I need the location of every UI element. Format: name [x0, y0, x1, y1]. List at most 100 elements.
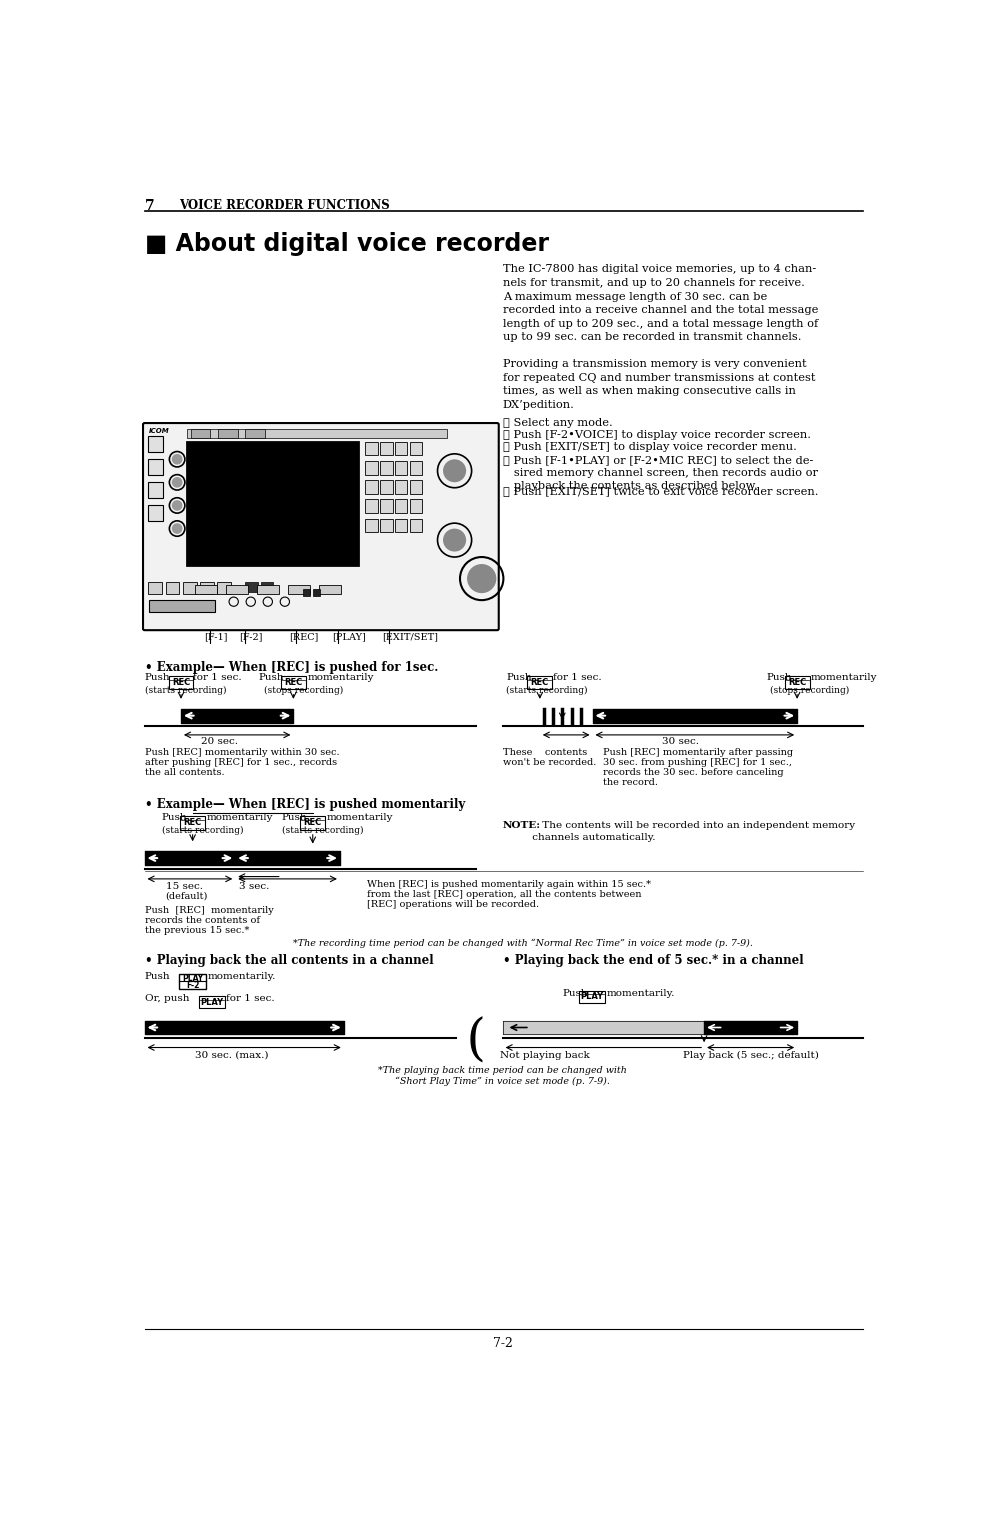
Bar: [260, 583, 273, 592]
Text: Push: Push: [161, 813, 187, 822]
Text: (starts recording): (starts recording): [506, 686, 588, 695]
Bar: [380, 519, 392, 532]
Text: VOICE RECORDER FUNCTIONS: VOICE RECORDER FUNCTIONS: [179, 199, 389, 212]
FancyBboxPatch shape: [199, 997, 225, 1009]
Text: (stops recording): (stops recording): [770, 686, 849, 695]
Bar: [410, 461, 422, 475]
Text: 7-2: 7-2: [493, 1336, 513, 1350]
Text: • Playing back the all contents in a channel: • Playing back the all contents in a cha…: [145, 954, 434, 966]
Text: (starts recording): (starts recording): [282, 825, 364, 834]
Text: Push: Push: [506, 674, 532, 683]
Bar: [147, 460, 163, 475]
Bar: [180, 974, 205, 989]
Text: • Example— When [REC] is pushed momentarily: • Example— When [REC] is pushed momentar…: [145, 798, 465, 812]
Text: *The recording time period can be changed with “Normal Rec Time” in voice set mo: *The recording time period can be change…: [293, 938, 753, 948]
Bar: [165, 583, 180, 595]
Text: Push: Push: [562, 989, 588, 998]
Circle shape: [172, 455, 182, 464]
Bar: [216, 583, 231, 595]
Text: [EXIT/SET]: [EXIT/SET]: [382, 633, 438, 642]
Text: • Playing back the end of 5 sec.* in a channel: • Playing back the end of 5 sec.* in a c…: [502, 954, 803, 966]
Text: PLAY: PLAY: [182, 974, 203, 983]
Text: ③ Push [EXIT/SET] to display voice recorder menu.: ③ Push [EXIT/SET] to display voice recor…: [502, 443, 796, 452]
Bar: [226, 584, 248, 595]
Text: PLAY: PLAY: [201, 998, 223, 1007]
Bar: [395, 519, 407, 532]
Text: The contents will be recorded into an independent memory: The contents will be recorded into an in…: [539, 821, 855, 830]
Text: channels automatically.: channels automatically.: [502, 833, 655, 842]
Bar: [380, 461, 392, 475]
Text: Push [REC] momentarily within 30 sec.: Push [REC] momentarily within 30 sec.: [145, 748, 339, 757]
Circle shape: [443, 529, 465, 551]
FancyBboxPatch shape: [180, 816, 205, 830]
Text: F-2: F-2: [186, 980, 200, 989]
Text: Push: Push: [259, 674, 284, 683]
Text: These    contents: These contents: [502, 748, 587, 757]
Text: momentarily: momentarily: [326, 813, 393, 822]
Text: ■ About digital voice recorder: ■ About digital voice recorder: [145, 232, 549, 256]
Bar: [410, 519, 422, 532]
Bar: [410, 441, 422, 455]
Circle shape: [172, 478, 182, 487]
Text: the all contents.: the all contents.: [145, 768, 224, 777]
Text: PLAY: PLAY: [580, 992, 604, 1001]
Bar: [366, 479, 377, 495]
Text: (starts recording): (starts recording): [145, 686, 226, 695]
Text: ① Select any mode.: ① Select any mode.: [502, 417, 612, 428]
Text: 20 sec.: 20 sec.: [202, 737, 238, 746]
Text: Play back (5 sec.; default): Play back (5 sec.; default): [682, 1051, 819, 1060]
Bar: [380, 479, 392, 495]
Bar: [246, 429, 264, 438]
Text: after pushing [REC] for 1 sec., records: after pushing [REC] for 1 sec., records: [145, 758, 337, 768]
Text: the record.: the record.: [604, 778, 659, 787]
Circle shape: [468, 564, 495, 593]
Bar: [147, 437, 163, 452]
Bar: [288, 584, 310, 595]
Bar: [195, 584, 216, 595]
Text: [REC]: [REC]: [290, 633, 318, 642]
Text: REC: REC: [284, 678, 303, 687]
Text: [REC] operations will be recorded.: [REC] operations will be recorded.: [367, 901, 539, 910]
Text: ⑤ Push [EXIT/SET] twice to exit voice recorder screen.: ⑤ Push [EXIT/SET] twice to exit voice re…: [502, 485, 818, 496]
Text: REC: REC: [184, 818, 202, 827]
Text: momentarily: momentarily: [811, 674, 878, 683]
Bar: [147, 482, 163, 498]
Bar: [380, 499, 392, 513]
Text: momentarily: momentarily: [308, 674, 374, 683]
Text: 30 sec.: 30 sec.: [663, 737, 699, 746]
Bar: [366, 499, 377, 513]
Text: records the contents of: records the contents of: [145, 916, 260, 925]
Bar: [313, 590, 319, 596]
Text: for 1 sec.: for 1 sec.: [226, 994, 274, 1003]
Text: for 1 sec.: for 1 sec.: [193, 674, 241, 683]
Text: Push: Push: [282, 813, 308, 822]
Bar: [395, 479, 407, 495]
Bar: [366, 519, 377, 532]
Bar: [200, 583, 213, 595]
Bar: [148, 583, 162, 595]
Text: [F-2]: [F-2]: [239, 633, 262, 642]
Bar: [187, 441, 358, 564]
Text: the previous 15 sec.*: the previous 15 sec.*: [145, 925, 249, 934]
Text: • Example— When [REC] is pushed for 1sec.: • Example— When [REC] is pushed for 1sec…: [145, 661, 438, 674]
Text: REC: REC: [304, 818, 321, 827]
Text: ② Push [F-2•VOICE] to display voice recorder screen.: ② Push [F-2•VOICE] to display voice reco…: [502, 429, 811, 440]
Text: ④ Push [F-1•PLAY] or [F-2•MIC REC] to select the de-
   sired memory channel scr: ④ Push [F-1•PLAY] or [F-2•MIC REC] to se…: [502, 455, 818, 492]
Bar: [257, 584, 278, 595]
Bar: [395, 461, 407, 475]
Text: 3 sec.: 3 sec.: [239, 881, 269, 890]
Text: Providing a transmission memory is very convenient
for repeated CQ and number tr: Providing a transmission memory is very …: [502, 360, 815, 410]
Text: REC: REC: [531, 678, 549, 687]
Bar: [366, 441, 377, 455]
Text: *The playing back time period can be changed with
“Short Play Time” in voice set: *The playing back time period can be cha…: [378, 1066, 627, 1086]
Text: ICOM: ICOM: [149, 428, 170, 434]
Text: records the 30 sec. before canceling: records the 30 sec. before canceling: [604, 768, 784, 777]
Text: momentarily.: momentarily.: [208, 972, 276, 981]
Bar: [191, 429, 210, 438]
Text: (default): (default): [165, 892, 207, 901]
Text: momentarily.: momentarily.: [607, 989, 675, 998]
Bar: [183, 583, 197, 595]
Bar: [304, 590, 311, 596]
Text: When [REC] is pushed momentarily again within 15 sec.*: When [REC] is pushed momentarily again w…: [367, 880, 651, 889]
FancyBboxPatch shape: [528, 675, 552, 689]
